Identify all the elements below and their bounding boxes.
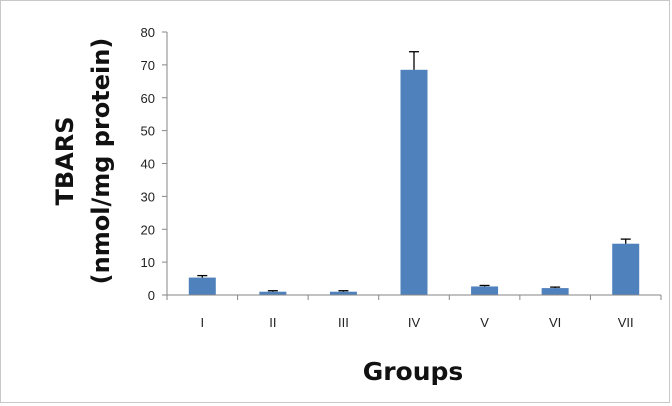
bar-VII — [612, 243, 640, 295]
y-tick-label: 50 — [141, 124, 155, 139]
y-tick-label: 0 — [148, 288, 155, 303]
bar-III — [329, 291, 357, 295]
x-tick-label-V: V — [480, 315, 489, 330]
x-tick-label-VII: VII — [618, 315, 634, 330]
bars — [188, 51, 640, 296]
y-tick-label: 30 — [141, 189, 155, 204]
bar-VI — [541, 288, 569, 295]
bar-I — [188, 277, 216, 295]
bar-IV — [400, 69, 428, 296]
x-tick-label-I: I — [200, 315, 204, 330]
y-axis-ticks: 0 10 20 30 40 50 60 70 80 — [141, 25, 167, 303]
y-tick-label: 60 — [141, 91, 155, 106]
x-axis-title: Groups — [363, 357, 464, 386]
y-tick-label: 40 — [141, 157, 155, 172]
y-tick-label: 10 — [141, 255, 155, 270]
y-axis-title-line-2: (nmol/mg protein) — [87, 38, 115, 285]
y-axis-title-line-1: TBARS — [51, 116, 79, 205]
y-tick-label: 80 — [141, 25, 155, 40]
x-tick-label-II: II — [269, 315, 276, 330]
x-tick-label-IV: IV — [408, 315, 421, 330]
bar-II — [259, 291, 287, 295]
x-axis-ticks: I II III IV V VI VII — [166, 295, 662, 330]
y-tick-label: 20 — [141, 222, 155, 237]
y-tick-label: 70 — [141, 58, 155, 73]
bar-V — [471, 286, 499, 295]
x-tick-label-III: III — [338, 315, 349, 330]
y-axis-title: TBARS (nmol/mg protein) — [51, 38, 115, 285]
x-tick-label-VI: VI — [549, 315, 561, 330]
